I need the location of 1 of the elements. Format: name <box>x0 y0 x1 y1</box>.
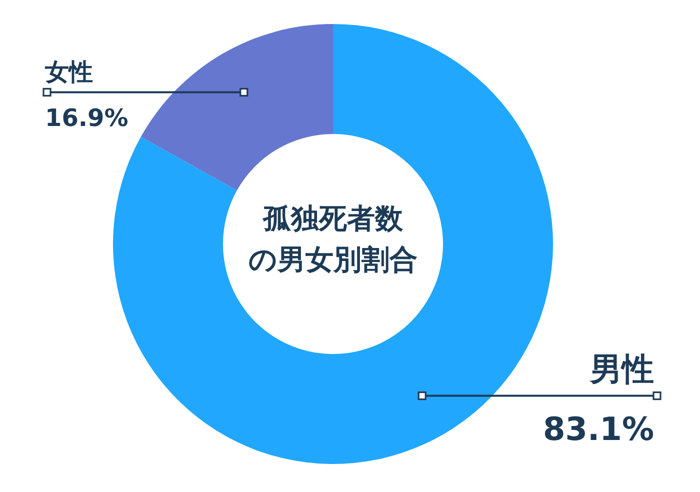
title: 孤独死者数の男女別割合 <box>248 202 418 276</box>
